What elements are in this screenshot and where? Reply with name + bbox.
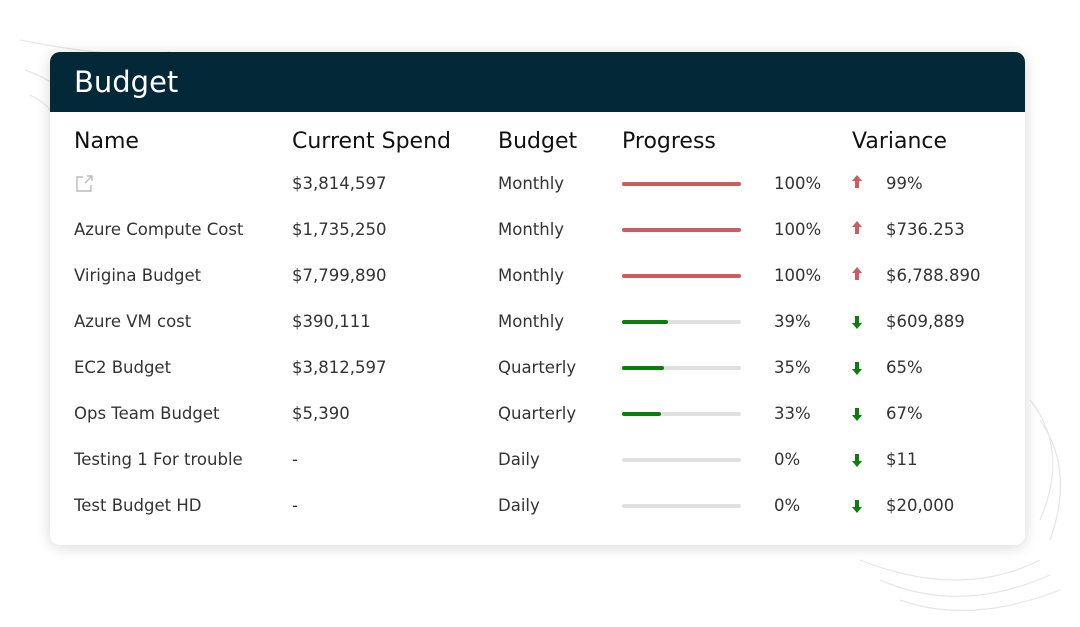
col-current-spend: Current Spend	[292, 129, 451, 154]
arrow-down-icon	[852, 500, 862, 513]
progress-fill	[622, 320, 669, 324]
variance: $736.253	[886, 220, 965, 239]
current-spend: $7,799,890	[292, 266, 387, 285]
table-row[interactable]: EC2 Budget $3,812,597 Quarterly 35% 65%	[50, 353, 1025, 383]
current-spend: $3,812,597	[292, 358, 387, 377]
variance: 65%	[886, 358, 923, 377]
budget-name[interactable]: Azure Compute Cost	[74, 220, 244, 239]
budget-period: Daily	[498, 496, 540, 515]
col-budget: Budget	[498, 129, 578, 154]
arrow-down-icon	[852, 362, 862, 375]
progress-bar	[622, 274, 741, 278]
arrow-down-icon	[852, 408, 862, 421]
budget-period: Monthly	[498, 312, 565, 331]
progress-bar	[622, 504, 741, 508]
budget-name[interactable]: Virigina Budget	[74, 266, 202, 285]
current-spend: $1,735,250	[292, 220, 387, 239]
arrow-down-icon	[852, 316, 862, 329]
progress-percent: 39%	[774, 312, 811, 331]
arrow-up-icon	[852, 221, 862, 234]
col-name: Name	[74, 129, 139, 154]
budget-name[interactable]: Ops Team Budget	[74, 404, 220, 423]
table-header: Name Current Spend Budget Progress Varia…	[50, 127, 1025, 157]
progress-percent: 0%	[774, 496, 801, 515]
current-spend: $5,390	[292, 404, 350, 423]
table-row[interactable]: Virigina Budget $7,799,890 Monthly 100% $…	[50, 261, 1025, 291]
table-row[interactable]: Azure VM cost $390,111 Monthly 39% $609,8…	[50, 307, 1025, 337]
table-row[interactable]: Azure Compute Cost $1,735,250 Monthly 100…	[50, 215, 1025, 245]
arrow-up-icon	[852, 267, 862, 280]
progress-fill	[622, 366, 664, 370]
variance: $609,889	[886, 312, 965, 331]
progress-bar	[622, 412, 741, 416]
budget-widget: Budget Name Current Spend Budget Progres…	[50, 52, 1025, 545]
budget-period: Monthly	[498, 266, 565, 285]
progress-bar	[622, 182, 741, 186]
progress-bar	[622, 458, 741, 462]
progress-percent: 0%	[774, 450, 801, 469]
progress-percent: 35%	[774, 358, 811, 377]
progress-percent: 100%	[774, 220, 822, 239]
budget-name[interactable]: Test Budget HD	[74, 496, 202, 515]
table-row[interactable]: Ops Team Budget $5,390 Quarterly 33% 67%	[50, 399, 1025, 429]
progress-percent: 100%	[774, 174, 822, 193]
progress-fill	[622, 412, 662, 416]
budget-name[interactable]: Azure VM cost	[74, 312, 192, 331]
current-spend: $390,111	[292, 312, 371, 331]
arrow-up-icon	[852, 175, 862, 188]
table-row[interactable]: Test Budget HD - Daily 0% $20,000	[50, 491, 1025, 521]
progress-bar	[622, 366, 741, 370]
budget-name[interactable]: Testing 1 For trouble	[74, 450, 243, 469]
col-progress: Progress	[622, 129, 716, 154]
progress-percent: 33%	[774, 404, 811, 423]
variance: 67%	[886, 404, 923, 423]
current-spend: $3,814,597	[292, 174, 387, 193]
progress-bar	[622, 320, 741, 324]
table-row[interactable]: Testing 1 For trouble - Daily 0% $11	[50, 445, 1025, 475]
progress-bar	[622, 228, 741, 232]
col-variance: Variance	[852, 129, 948, 154]
budget-period: Monthly	[498, 174, 565, 193]
budget-period: Quarterly	[498, 404, 577, 423]
table-row[interactable]: $3,814,597 Monthly 100% 99%	[50, 169, 1025, 199]
progress-fill	[622, 228, 741, 232]
widget-title: Budget	[50, 52, 1025, 112]
variance: $11	[886, 450, 918, 469]
variance: $6,788.890	[886, 266, 981, 285]
progress-percent: 100%	[774, 266, 822, 285]
external-link-icon[interactable]	[74, 169, 94, 204]
budget-name[interactable]: EC2 Budget	[74, 358, 172, 377]
current-spend: -	[292, 496, 298, 515]
variance: $20,000	[886, 496, 955, 515]
arrow-down-icon	[852, 454, 862, 467]
budget-period: Quarterly	[498, 358, 577, 377]
budget-period: Daily	[498, 450, 540, 469]
variance: 99%	[886, 174, 923, 193]
current-spend: -	[292, 450, 298, 469]
budget-period: Monthly	[498, 220, 565, 239]
progress-fill	[622, 182, 741, 186]
progress-fill	[622, 274, 741, 278]
